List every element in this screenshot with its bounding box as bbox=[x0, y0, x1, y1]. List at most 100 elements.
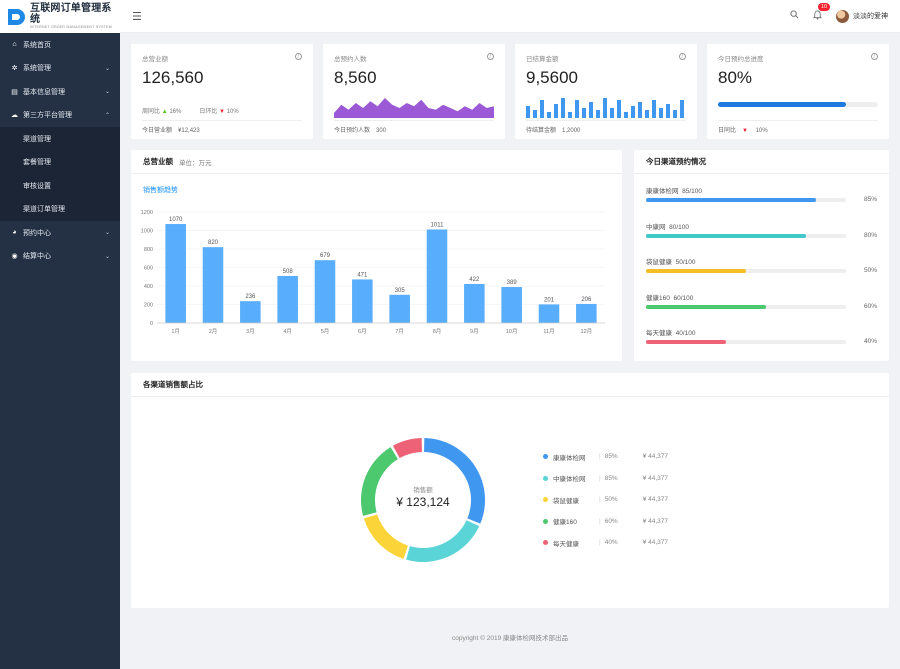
mini-bar bbox=[659, 108, 663, 118]
x-tick-label: 4月 bbox=[283, 328, 292, 335]
sidebar-item-system[interactable]: ✲ 系统管理 ⌄ bbox=[0, 57, 120, 81]
channel-count: 60/100 bbox=[673, 294, 694, 302]
mini-bar bbox=[610, 108, 614, 118]
revenue-bar[interactable] bbox=[389, 294, 410, 323]
bar-value-label: 820 bbox=[208, 240, 219, 246]
channel-name: 中康网 bbox=[646, 223, 666, 231]
kpi-foot-label: 待结算金额 bbox=[526, 128, 557, 134]
bar-value-label: 1011 bbox=[431, 222, 445, 228]
mini-bar bbox=[645, 110, 649, 118]
gear-icon: ✲ bbox=[11, 65, 18, 73]
x-tick-label: 3月 bbox=[246, 328, 255, 335]
sidebar-item-settlement[interactable]: ◉ 结算中心 ⌄ bbox=[0, 245, 120, 269]
donut-slice[interactable] bbox=[363, 514, 408, 559]
channel-progress-bar bbox=[646, 304, 846, 309]
revenue-bar[interactable] bbox=[314, 260, 336, 323]
info-icon[interactable]: ! bbox=[295, 53, 302, 60]
donut-center-label: 销售额 bbox=[413, 485, 433, 494]
menu-toggle-icon[interactable]: ☰ bbox=[132, 10, 142, 23]
legend-item[interactable]: 健康160 | 60% ¥ 44,377 bbox=[543, 511, 668, 533]
info-icon[interactable]: ! bbox=[679, 53, 686, 60]
revenue-bar[interactable] bbox=[426, 229, 448, 323]
cloud-icon: ☁ bbox=[11, 112, 18, 120]
sidebar-item-channel[interactable]: 渠道管理 bbox=[0, 127, 120, 151]
sidebar-item-booking[interactable]: ◕ 预约中心 ⌄ bbox=[0, 221, 120, 245]
channel-count: 50/100 bbox=[675, 259, 696, 266]
mini-bar bbox=[596, 110, 600, 118]
legend-dot bbox=[543, 518, 548, 524]
sidebar-item-third-party[interactable]: ☁ 第三方平台管理 ⌃ bbox=[0, 104, 120, 128]
kpi-title: 今日预约总进度 bbox=[718, 56, 764, 63]
legend-item[interactable]: 康康体检网 | 85% ¥ 44,377 bbox=[543, 446, 668, 468]
channel-progress-fill bbox=[646, 304, 766, 309]
donut-center-value: ¥ 123,124 bbox=[395, 495, 450, 509]
mini-bar bbox=[554, 104, 558, 118]
x-tick-label: 7月 bbox=[395, 328, 404, 335]
channel-name: 健康160 bbox=[646, 294, 670, 302]
sidebar-item-channel-orders[interactable]: 渠道订单管理 bbox=[0, 198, 120, 222]
arrow-up-icon: ▲ bbox=[161, 109, 168, 115]
arrow-down-icon: ▼ bbox=[219, 109, 225, 115]
revenue-bar[interactable] bbox=[165, 224, 186, 323]
revenue-bar[interactable] bbox=[352, 279, 373, 323]
legend-name: 每天健康 bbox=[553, 540, 579, 548]
mini-bar bbox=[624, 112, 628, 118]
info-icon[interactable]: ! bbox=[871, 53, 878, 60]
bell-icon[interactable]: 10 bbox=[813, 2, 831, 23]
app-title: 互联网订单管理系统 bbox=[30, 3, 112, 25]
bar-value-label: 471 bbox=[357, 272, 368, 278]
sidebar-menu: ⌂ 系统首页 ✲ 系统管理 ⌄ ▤ 基本信息管理 ⌄ ☁ 第三方平台管理 ⌃ 渠… bbox=[0, 33, 120, 268]
legend-dot bbox=[543, 454, 548, 460]
channel-count: 85/100 bbox=[682, 188, 703, 195]
legend-amount: ¥ 44,377 bbox=[642, 539, 669, 547]
donut-slice[interactable] bbox=[392, 438, 422, 459]
settlement-icon: ◉ bbox=[11, 253, 18, 261]
search-icon[interactable] bbox=[790, 10, 799, 22]
calendar-icon: ◕ bbox=[12, 229, 17, 237]
mini-bar bbox=[547, 112, 551, 118]
donut-slice[interactable] bbox=[361, 447, 398, 516]
revenue-bar[interactable] bbox=[576, 303, 597, 323]
y-tick-label: 600 bbox=[144, 266, 153, 272]
dod-value: 10% bbox=[226, 109, 239, 115]
legend-dot bbox=[543, 497, 548, 503]
kpi-foot-value: 300 bbox=[376, 128, 387, 134]
revenue-bar[interactable] bbox=[501, 287, 522, 323]
channel-share-card: 各渠道销售额占比 bbox=[131, 373, 889, 608]
channel-name: 康康体检网 bbox=[646, 188, 679, 195]
revenue-bar[interactable] bbox=[277, 276, 298, 323]
donut-slice[interactable] bbox=[424, 438, 485, 524]
chevron-down-icon: ⌄ bbox=[104, 253, 110, 260]
sidebar-item-basic-info[interactable]: ▤ 基本信息管理 ⌄ bbox=[0, 80, 120, 104]
revenue-bar[interactable] bbox=[202, 247, 224, 323]
y-tick-label: 1200 bbox=[141, 210, 153, 216]
chevron-down-icon: ⌄ bbox=[104, 230, 110, 237]
legend-item[interactable]: 中康体检网 | 85% ¥ 44,377 bbox=[543, 468, 668, 490]
sidebar-item-audit[interactable]: 审核设置 bbox=[0, 174, 120, 198]
kpi-foot-value: 10% bbox=[755, 128, 768, 134]
info-icon[interactable]: ! bbox=[487, 53, 494, 60]
legend-pct: 60% bbox=[604, 517, 618, 525]
donut-slice[interactable] bbox=[406, 520, 480, 562]
logo[interactable]: 互联网订单管理系统 INTERNET ORDER MANAGEMENT SYST… bbox=[0, 0, 120, 33]
legend-dot bbox=[543, 475, 548, 481]
x-tick-label: 8月 bbox=[433, 328, 442, 335]
revenue-bar[interactable] bbox=[240, 301, 261, 323]
legend-amount: ¥ 44,377 bbox=[642, 474, 669, 482]
legend-pct: 50% bbox=[604, 496, 618, 504]
user-menu[interactable]: 淡淡的爱神 bbox=[836, 9, 888, 23]
section-title: 今日渠道预约情况 bbox=[646, 157, 706, 166]
revenue-bar[interactable] bbox=[464, 283, 485, 323]
mini-bar bbox=[575, 100, 579, 118]
legend-item[interactable]: 袋鼠健康 | 50% ¥ 44,377 bbox=[543, 489, 668, 511]
sales-trend-link[interactable]: 销售额趋势 bbox=[143, 187, 178, 194]
sidebar-item-package[interactable]: 套餐管理 bbox=[0, 151, 120, 175]
submenu-third-party: 渠道管理 套餐管理 审核设置 渠道订单管理 bbox=[0, 127, 120, 221]
sidebar-item-label: 基本信息管理 bbox=[23, 88, 65, 96]
revenue-bar[interactable] bbox=[538, 304, 560, 323]
sidebar-item-home[interactable]: ⌂ 系统首页 bbox=[0, 33, 120, 57]
x-tick-label: 2月 bbox=[209, 328, 218, 335]
legend-amount: ¥ 44,377 bbox=[642, 517, 669, 525]
unit-label: 单位：万元 bbox=[179, 159, 212, 167]
legend-item[interactable]: 每天健康 | 40% ¥ 44,377 bbox=[543, 532, 668, 554]
